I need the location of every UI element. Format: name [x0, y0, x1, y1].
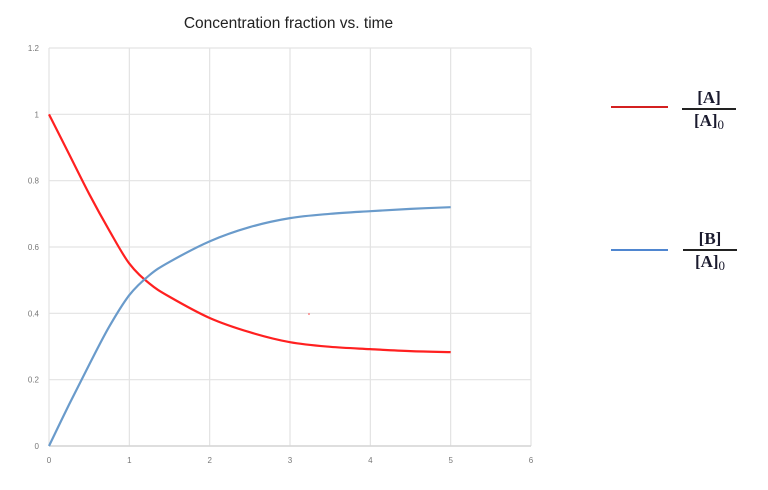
x-tick-label: 5	[448, 456, 453, 465]
y-tick-label: 1	[35, 110, 40, 119]
x-tick-label: 1	[127, 456, 132, 465]
y-tick-label: 0.2	[28, 376, 40, 385]
legend-denominator-a: [A]0	[679, 111, 739, 135]
y-tick-label: 0.6	[28, 243, 40, 252]
denominator-sub: 0	[717, 116, 725, 132]
gridlines	[48, 47, 532, 447]
legend-label-a: [A] [A]0	[679, 88, 739, 135]
data-series	[48, 113, 451, 447]
x-tick-label: 2	[207, 456, 212, 465]
x-tick-label: 6	[529, 456, 534, 465]
y-tick-label: 1.2	[28, 44, 40, 53]
y-tick-label: 0.8	[28, 177, 40, 186]
y-tick-label: 0.4	[28, 309, 40, 318]
fraction-bar	[683, 249, 737, 251]
legend-denominator-b: [A]0	[680, 252, 740, 276]
denominator-sub: 0	[718, 257, 726, 273]
y-tick-label: 0	[35, 442, 40, 451]
series-line-0	[48, 113, 451, 354]
stray-point	[308, 313, 310, 315]
denominator-base: [A]	[693, 110, 718, 130]
x-tick-label: 4	[368, 456, 373, 465]
chart-title: Concentration fraction vs. time	[183, 15, 394, 32]
x-tick-label: 0	[47, 456, 52, 465]
legend-numerator-b: [B]	[698, 229, 722, 248]
fraction-bar	[682, 108, 736, 110]
axis-ticks: 0 0.2 0.4 0.6 0.8 1 1.2 0 1 2 3 4 5 6	[28, 44, 534, 465]
legend-line-b	[611, 249, 668, 251]
denominator-base: [A]	[694, 251, 719, 271]
legend-numerator-a: [A]	[697, 88, 721, 107]
legend-label-b: [B] [A]0	[680, 229, 740, 276]
series-line-1	[48, 206, 451, 447]
x-tick-label: 3	[288, 456, 293, 465]
legend-line-a	[611, 106, 668, 108]
